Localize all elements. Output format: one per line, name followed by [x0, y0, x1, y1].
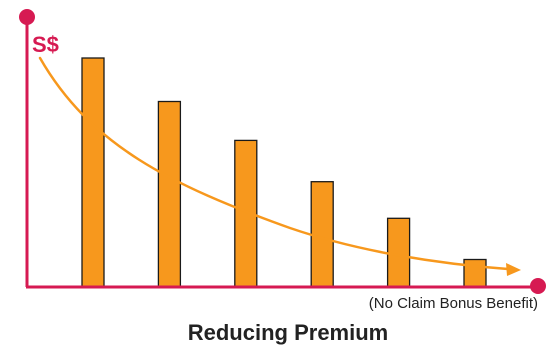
x-axis-label: (No Claim Bonus Benefit): [369, 295, 538, 312]
trend-arrow-head: [506, 263, 521, 276]
trend-curve: [38, 56, 510, 271]
y-axis-end-dot: [19, 9, 35, 25]
bars-layer: [81, 57, 487, 288]
bar: [463, 258, 487, 288]
bar: [81, 57, 105, 288]
y-axis-label: S$: [32, 32, 59, 57]
chart-title: Reducing Premium: [188, 320, 388, 345]
bar: [310, 181, 334, 288]
bar: [157, 100, 182, 288]
bar: [386, 217, 411, 288]
x-axis-end-dot: [530, 278, 546, 294]
